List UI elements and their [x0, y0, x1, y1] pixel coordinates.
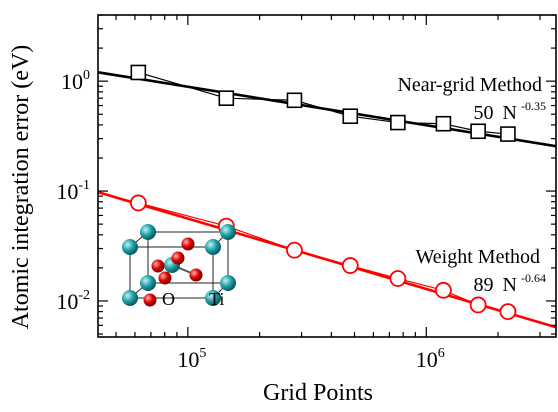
- x-tick-exponent: 6: [438, 346, 445, 361]
- marker-1-6: [469, 296, 487, 314]
- weight-fit-coef: 89: [474, 274, 494, 296]
- x-tick-label-0: 105: [177, 346, 206, 372]
- titanium-atom-6: [140, 275, 156, 291]
- titanium-atom-3: [205, 290, 221, 306]
- weight-fit-variable: N: [503, 274, 517, 296]
- oxygen-atom-back-1: [181, 237, 195, 251]
- near-grid-fit-formula: 50 N -0.35: [474, 99, 546, 124]
- weight-fit-exponent: -0.64: [521, 271, 546, 285]
- titanium-atom-0: [122, 239, 138, 255]
- series-0: [97, 64, 557, 148]
- weight-method-label: Weight Method: [416, 246, 540, 268]
- y-tick-base: 10: [56, 179, 78, 204]
- y-tick-exponent: 0: [83, 68, 90, 83]
- plot-frame: [97, 14, 557, 338]
- y-tick-label-2: 100: [61, 68, 90, 94]
- oxygen-atom-back-0: [143, 293, 157, 307]
- x-tick-base: 10: [177, 347, 199, 372]
- y-tick-exponent: -2: [78, 288, 90, 303]
- marker-0-2: [286, 92, 303, 109]
- atom-label-titanium: Ti: [209, 289, 224, 309]
- near-grid-method-label: Near-grid Method: [397, 74, 542, 96]
- x-tick-exponent: 5: [199, 346, 206, 361]
- crystal-structure-inset: O Ti: [122, 224, 236, 309]
- marker-0-1: [218, 90, 235, 106]
- series-1: [97, 190, 557, 329]
- marker-0-5: [435, 115, 452, 132]
- marker-1-4: [389, 270, 407, 287]
- annotations: Near-grid Method 50 N -0.35 Weight Metho…: [397, 74, 546, 296]
- series-layer: [97, 64, 557, 329]
- atoms: [122, 224, 236, 307]
- y-tick-label-0: 10-2: [56, 288, 90, 314]
- oxygen-atom-0: [158, 271, 172, 285]
- marker-0-0: [130, 64, 147, 81]
- marker-1-3: [341, 257, 359, 274]
- y-tick-label-1: 10-1: [56, 178, 90, 204]
- marker-0-7: [500, 126, 516, 142]
- x-axis-title: Grid Points: [263, 380, 373, 406]
- y-tick-base: 10: [61, 69, 83, 94]
- near-grid-fit-exponent: -0.35: [521, 99, 546, 113]
- marker-1-0: [129, 194, 147, 212]
- x-tick-base: 10: [416, 347, 438, 372]
- titanium-atom-7: [220, 275, 236, 291]
- y-axis-title: Atomic integration error (eV): [8, 45, 34, 330]
- near-grid-fit-coef: 50: [474, 102, 494, 124]
- oxygen-atom-1: [189, 268, 203, 282]
- y-tick-exponent: -1: [78, 178, 90, 193]
- x-tick-label-1: 106: [416, 346, 445, 372]
- titanium-atom-2: [122, 290, 138, 306]
- marker-1-5: [435, 281, 452, 299]
- near-grid-fit-variable: N: [503, 102, 517, 124]
- oxygen-atom-3: [151, 259, 165, 273]
- weight-fit-formula: 89 N -0.64: [474, 271, 546, 296]
- titanium-atom-4: [140, 224, 156, 240]
- atom-label-oxygen: O: [162, 289, 175, 309]
- y-tick-base: 10: [56, 289, 78, 314]
- titanium-atom-1: [205, 239, 221, 255]
- marker-0-4: [390, 114, 406, 131]
- marker-0-3: [342, 108, 359, 124]
- marker-1-2: [286, 241, 303, 259]
- oxygen-atom-2: [171, 251, 185, 265]
- marker-0-6: [470, 123, 486, 140]
- marker-1-7: [499, 303, 517, 321]
- titanium-atom-5: [220, 224, 236, 240]
